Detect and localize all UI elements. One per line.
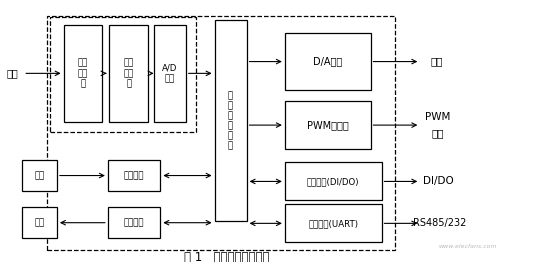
Bar xyxy=(108,160,160,191)
Text: 通信接口(UART): 通信接口(UART) xyxy=(308,219,358,228)
Text: 低能
滤波
器: 低能 滤波 器 xyxy=(124,59,134,88)
Bar xyxy=(109,25,148,122)
Text: RS485/232: RS485/232 xyxy=(413,218,466,228)
Text: 微
控
制
器
系
统: 微 控 制 器 系 统 xyxy=(228,91,233,150)
Text: PWM: PWM xyxy=(425,112,451,122)
Text: 图 1   嵌入式系统的组成: 图 1 嵌入式系统的组成 xyxy=(184,251,269,262)
Bar xyxy=(285,33,371,90)
Text: DI/DO: DI/DO xyxy=(422,176,453,187)
Text: 键盘: 键盘 xyxy=(34,171,45,180)
Bar xyxy=(285,162,382,200)
Text: 显示接口: 显示接口 xyxy=(124,218,144,227)
Text: 输出: 输出 xyxy=(432,128,444,138)
Text: 仪器
放大
器: 仪器 放大 器 xyxy=(78,59,88,88)
Bar xyxy=(22,160,57,191)
Text: 数字接口(DI/DO): 数字接口(DI/DO) xyxy=(307,177,359,186)
Bar xyxy=(285,101,371,149)
Bar xyxy=(47,16,395,250)
Text: www.elecfans.com: www.elecfans.com xyxy=(438,244,497,249)
Bar xyxy=(108,207,160,238)
Text: 模出: 模出 xyxy=(431,57,443,67)
Text: D/A转换: D/A转换 xyxy=(313,57,342,67)
Text: 模入: 模入 xyxy=(7,68,19,78)
Text: A/D
转换: A/D 转换 xyxy=(162,64,178,83)
Bar xyxy=(154,25,186,122)
Text: PWM产生器: PWM产生器 xyxy=(307,120,348,130)
Text: 显示: 显示 xyxy=(34,218,45,227)
Bar xyxy=(50,17,196,132)
Text: 键盘接口: 键盘接口 xyxy=(124,171,144,180)
Bar xyxy=(64,25,102,122)
Bar xyxy=(215,20,247,221)
Bar xyxy=(22,207,57,238)
Bar xyxy=(285,204,382,242)
